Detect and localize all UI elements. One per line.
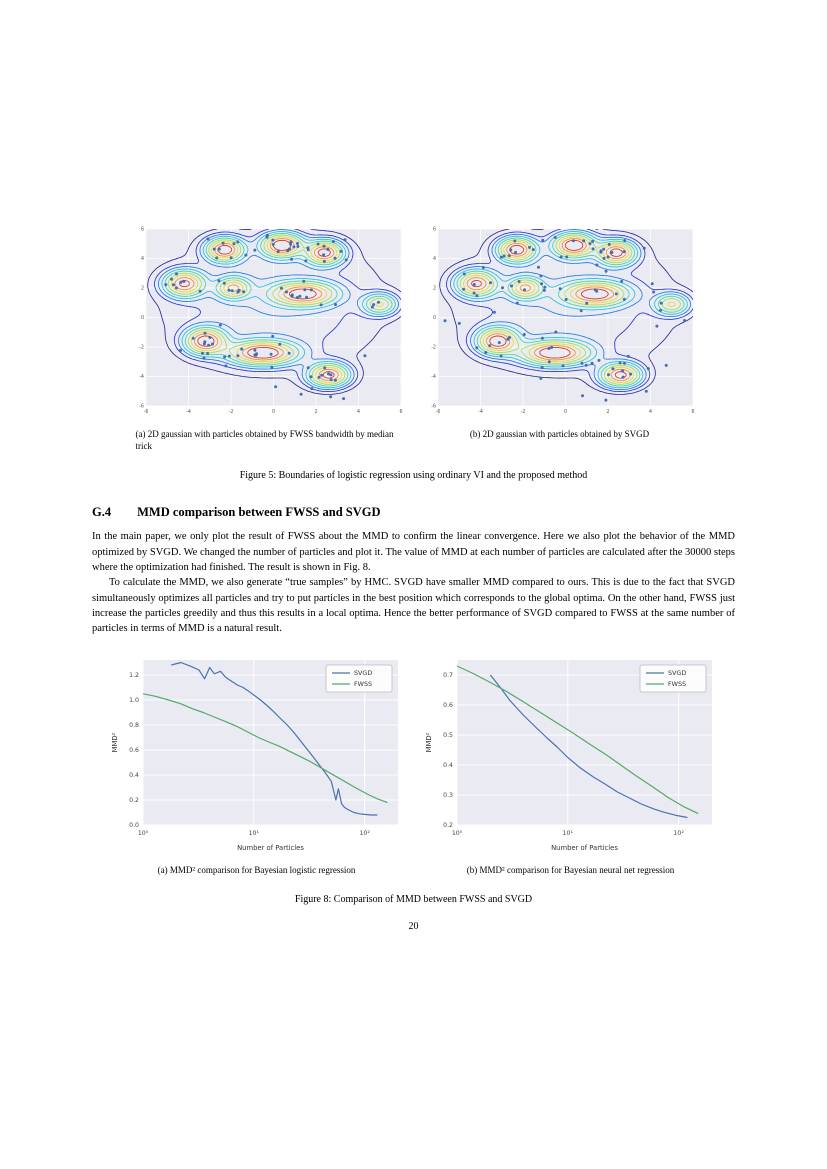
svg-text:4: 4 (648, 409, 651, 415)
svg-text:0: 0 (563, 409, 566, 415)
svg-text:10⁰: 10⁰ (137, 830, 148, 837)
subfigure-5a: -6 -4 -2 0 2 4 6 -6 -4 -2 0 2 4 6 (a) 2D gaussian wit… (129, 224, 407, 452)
svg-text:-4: -4 (431, 374, 436, 380)
svg-text:4: 4 (356, 409, 359, 415)
svg-text:SVGD: SVGD (354, 669, 372, 677)
figure-5: -6 -4 -2 0 2 4 6 -6 -4 -2 0 2 4 6 (a) 2D gaussian wit… (92, 224, 735, 482)
subcaption-8b: (b) MMD² comparison for Bayesian neural … (466, 864, 675, 875)
page-number: 20 (408, 921, 419, 933)
svg-text:2: 2 (140, 286, 143, 292)
svg-text:-4: -4 (186, 409, 191, 415)
svg-text:MMD²: MMD² (111, 732, 119, 752)
svg-text:6: 6 (432, 227, 435, 233)
svg-text:0: 0 (432, 315, 435, 321)
svg-text:Number of Particles: Number of Particles (237, 844, 304, 852)
subcaption-5b: (b) 2D gaussian with particles obtained … (469, 429, 650, 439)
svg-text:0: 0 (271, 409, 274, 415)
svg-text:0.5: 0.5 (443, 732, 453, 739)
svg-text:10¹: 10¹ (248, 830, 259, 837)
figure-5-row: -6 -4 -2 0 2 4 6 -6 -4 -2 0 2 4 6 (a) 2D gaussian wit… (92, 224, 735, 452)
figure-8: 10⁰ 10¹ 10² 0.0 0.2 0.4 0.6 0.8 1.0 1.2 Number of … (92, 653, 735, 906)
svg-text:-2: -2 (139, 345, 144, 351)
contour-plot-fwss: -6 -4 -2 0 2 4 6 -6 -4 -2 0 2 4 6 (139, 227, 402, 415)
svg-text:-2: -2 (520, 409, 525, 415)
svg-text:-2: -2 (431, 345, 436, 351)
section-heading: G.4 MMD comparison between FWSS and SVGD (92, 505, 735, 520)
svg-text:0.2: 0.2 (129, 797, 139, 804)
svg-text:2: 2 (432, 286, 435, 292)
svg-text:0.0: 0.0 (129, 822, 139, 829)
figure-8-caption: Figure 8: Comparison of MMD between FWSS… (294, 894, 533, 906)
svg-text:-2: -2 (228, 409, 233, 415)
svg-text:0.4: 0.4 (129, 772, 139, 779)
subfigure-5b: -6 -4 -2 0 2 4 6 -6 -4 -2 0 2 4 6 (b) 2D gaussian wit… (421, 224, 699, 452)
svg-text:0.7: 0.7 (443, 672, 453, 679)
paragraph-1: In the main paper, we only plot the resu… (92, 531, 735, 574)
mmd-chart-logistic: 10⁰ 10¹ 10² 0.0 0.2 0.4 0.6 0.8 1.0 1.2 Number of … (111, 659, 398, 852)
subcaption-5a: (a) 2D gaussian with particles obtained … (135, 429, 394, 451)
contour-plot-svgd: -6 -4 -2 0 2 4 6 -6 -4 -2 0 2 4 6 (431, 227, 694, 415)
svg-text:-4: -4 (139, 374, 144, 380)
svg-text:-6: -6 (435, 409, 440, 415)
svg-text:0.2: 0.2 (443, 822, 453, 829)
svg-text:1.0: 1.0 (129, 697, 139, 704)
section-number: G.4 (92, 505, 112, 520)
svg-text:1.2: 1.2 (129, 672, 139, 679)
svg-text:4: 4 (140, 256, 143, 262)
svg-text:0.8: 0.8 (129, 722, 139, 729)
subfigure-8b: 10⁰ 10¹ 10² 0.2 0.3 0.4 0.5 0.6 0.7 Number of Par… (421, 653, 721, 877)
svg-text:10¹: 10¹ (562, 830, 573, 837)
svg-text:MMD²: MMD² (425, 732, 433, 752)
subcaption-8a: (a) MMD² comparison for Bayesian logisti… (157, 864, 356, 875)
svg-text:FWSS: FWSS (354, 680, 372, 688)
paragraph-2: To calculate the MMD, we also generate “… (92, 577, 735, 635)
svg-text:0.6: 0.6 (129, 747, 139, 754)
svg-text:10²: 10² (673, 830, 684, 837)
figure-8-row: 10⁰ 10¹ 10² 0.0 0.2 0.4 0.6 0.8 1.0 1.2 Number of … (92, 653, 735, 877)
svg-text:2: 2 (314, 409, 317, 415)
svg-text:-6: -6 (139, 404, 144, 410)
svg-text:0: 0 (140, 315, 143, 321)
svg-text:6: 6 (691, 409, 694, 415)
svg-text:6: 6 (140, 227, 143, 233)
svg-text:0.6: 0.6 (443, 702, 453, 709)
svg-text:-6: -6 (431, 404, 436, 410)
svg-text:SVGD: SVGD (668, 669, 686, 677)
svg-text:6: 6 (399, 409, 402, 415)
svg-text:Number of Particles: Number of Particles (551, 844, 618, 852)
svg-text:-4: -4 (478, 409, 483, 415)
subfigure-8a: 10⁰ 10¹ 10² 0.0 0.2 0.4 0.6 0.8 1.0 1.2 Number of … (107, 653, 407, 877)
svg-text:4: 4 (432, 256, 435, 262)
svg-text:0.3: 0.3 (443, 792, 453, 799)
svg-text:FWSS: FWSS (668, 680, 686, 688)
svg-text:10²: 10² (359, 830, 370, 837)
figure-5-caption: Figure 5: Boundaries of logistic regress… (239, 470, 588, 482)
svg-text:0.4: 0.4 (443, 762, 453, 769)
svg-text:10⁰: 10⁰ (451, 830, 462, 837)
svg-text:-6: -6 (143, 409, 148, 415)
section-title: MMD comparison between FWSS and SVGD (137, 505, 381, 520)
mmd-chart-neuralnet: 10⁰ 10¹ 10² 0.2 0.3 0.4 0.5 0.6 0.7 Number of Par… (425, 659, 712, 852)
content-column: -6 -4 -2 0 2 4 6 -6 -4 -2 0 2 4 6 (a) 2D gaussian wit… (92, 224, 735, 933)
svg-text:2: 2 (606, 409, 609, 415)
